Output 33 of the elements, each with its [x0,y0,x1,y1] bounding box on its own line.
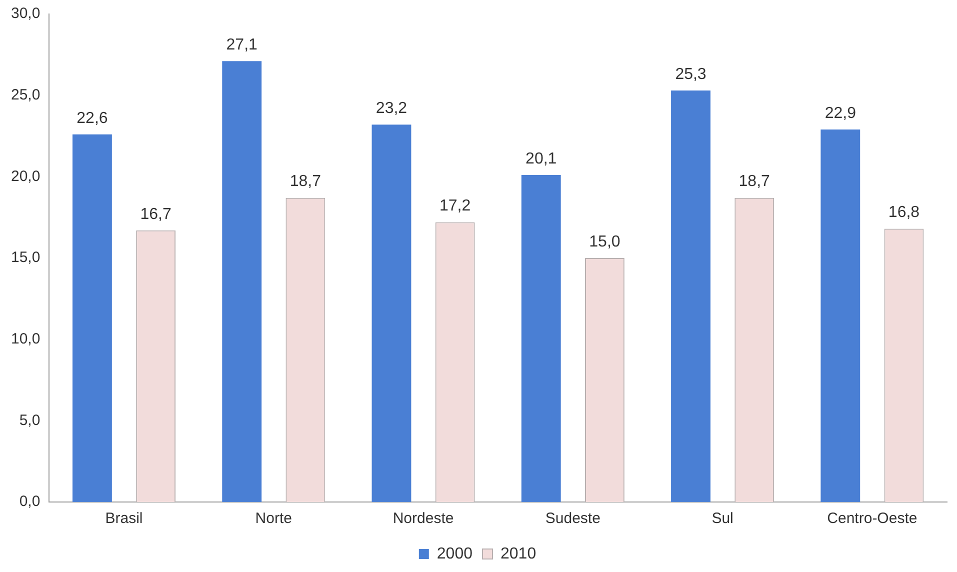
y-tick-label: 0,0 [19,493,40,510]
bar [372,124,412,502]
x-tick-label: Sul [712,510,734,528]
data-label: 16,7 [140,206,172,223]
y-tick-label: 25,0 [10,86,40,104]
bar [72,134,112,502]
legend-label: 2000 [436,545,473,562]
y-tick-label: 5,0 [19,412,40,429]
bar [521,175,561,502]
data-label: 15,0 [589,233,620,250]
bar [671,90,710,502]
data-label: 23,2 [376,100,408,118]
y-tick-label: 15,0 [10,249,40,266]
data-label: 16,8 [888,204,920,222]
y-tick-label: 10,0 [10,330,40,348]
x-tick-label: Nordeste [392,510,454,528]
x-tick-label: Brasil [105,510,143,528]
data-label: 25,3 [675,66,706,83]
data-label: 18,7 [290,173,322,190]
data-label: 22,6 [76,110,108,127]
x-tick-label: Centro-Oeste [827,510,918,528]
legend-label: 2010 [500,545,536,562]
data-label: 18,7 [738,173,770,190]
data-label: 22,9 [824,104,856,122]
y-tick-label: 20,0 [10,168,40,185]
bar [820,129,860,502]
data-label: 17,2 [440,198,471,215]
data-label: 20,1 [526,150,557,168]
bar [222,61,262,502]
x-tick-label: Norte [255,510,292,528]
x-tick-label: Sudeste [545,510,600,528]
y-tick-label: 30,0 [10,5,40,22]
data-label: 27,1 [226,36,258,54]
